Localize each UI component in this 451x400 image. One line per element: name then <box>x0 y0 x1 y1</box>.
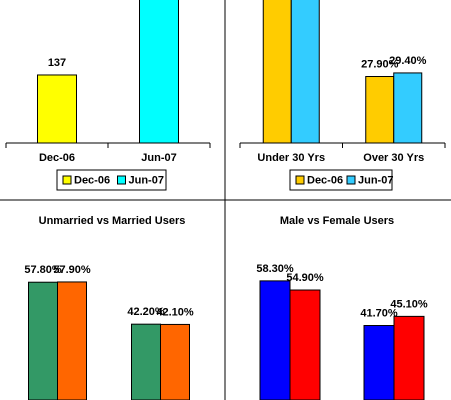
bar <box>131 323 161 400</box>
bar <box>393 72 423 144</box>
legend-swatch <box>346 175 356 185</box>
bar <box>160 323 190 400</box>
value-label: 45.10% <box>390 298 428 310</box>
bar <box>28 281 58 400</box>
value-label: 57.80% <box>24 264 62 276</box>
value-label: 29.40% <box>389 55 427 67</box>
legend-label: Dec-06 <box>307 174 343 186</box>
legend-box <box>56 169 167 191</box>
legend-swatch <box>295 175 305 185</box>
x-tick-label: Jun-07 <box>141 152 176 164</box>
value-label: 42.10% <box>156 306 194 318</box>
value-label: 41.70% <box>360 307 398 319</box>
bar <box>37 74 77 144</box>
value-label: 42.20% <box>127 306 165 318</box>
value-label: 137 <box>48 57 66 69</box>
value-label: 27.90% <box>361 58 399 70</box>
bar <box>290 0 320 144</box>
bar <box>365 76 395 144</box>
legend-swatch <box>62 175 72 185</box>
legend-label: Dec-06 <box>74 174 110 186</box>
chart-title: Male vs Female Users <box>280 215 394 227</box>
bar <box>289 289 321 400</box>
value-label: 58.30% <box>256 263 294 275</box>
legend-label: Jun-07 <box>358 174 393 186</box>
bar <box>57 281 87 400</box>
x-tick-label: Over 30 Yrs <box>363 152 424 164</box>
legend-box <box>289 169 393 191</box>
bar <box>363 325 395 400</box>
legend-label: Jun-07 <box>129 174 164 186</box>
bar <box>393 315 425 400</box>
bar <box>259 280 291 400</box>
legend-swatch <box>117 175 126 185</box>
chart-title: Unmarried vs Married Users <box>39 215 186 227</box>
bar <box>262 0 292 144</box>
x-tick-label: Dec-06 <box>39 152 75 164</box>
value-label: 54.90% <box>286 272 324 284</box>
bar <box>139 0 179 144</box>
value-label: 57.90% <box>53 264 91 276</box>
x-tick-label: Under 30 Yrs <box>257 152 325 164</box>
